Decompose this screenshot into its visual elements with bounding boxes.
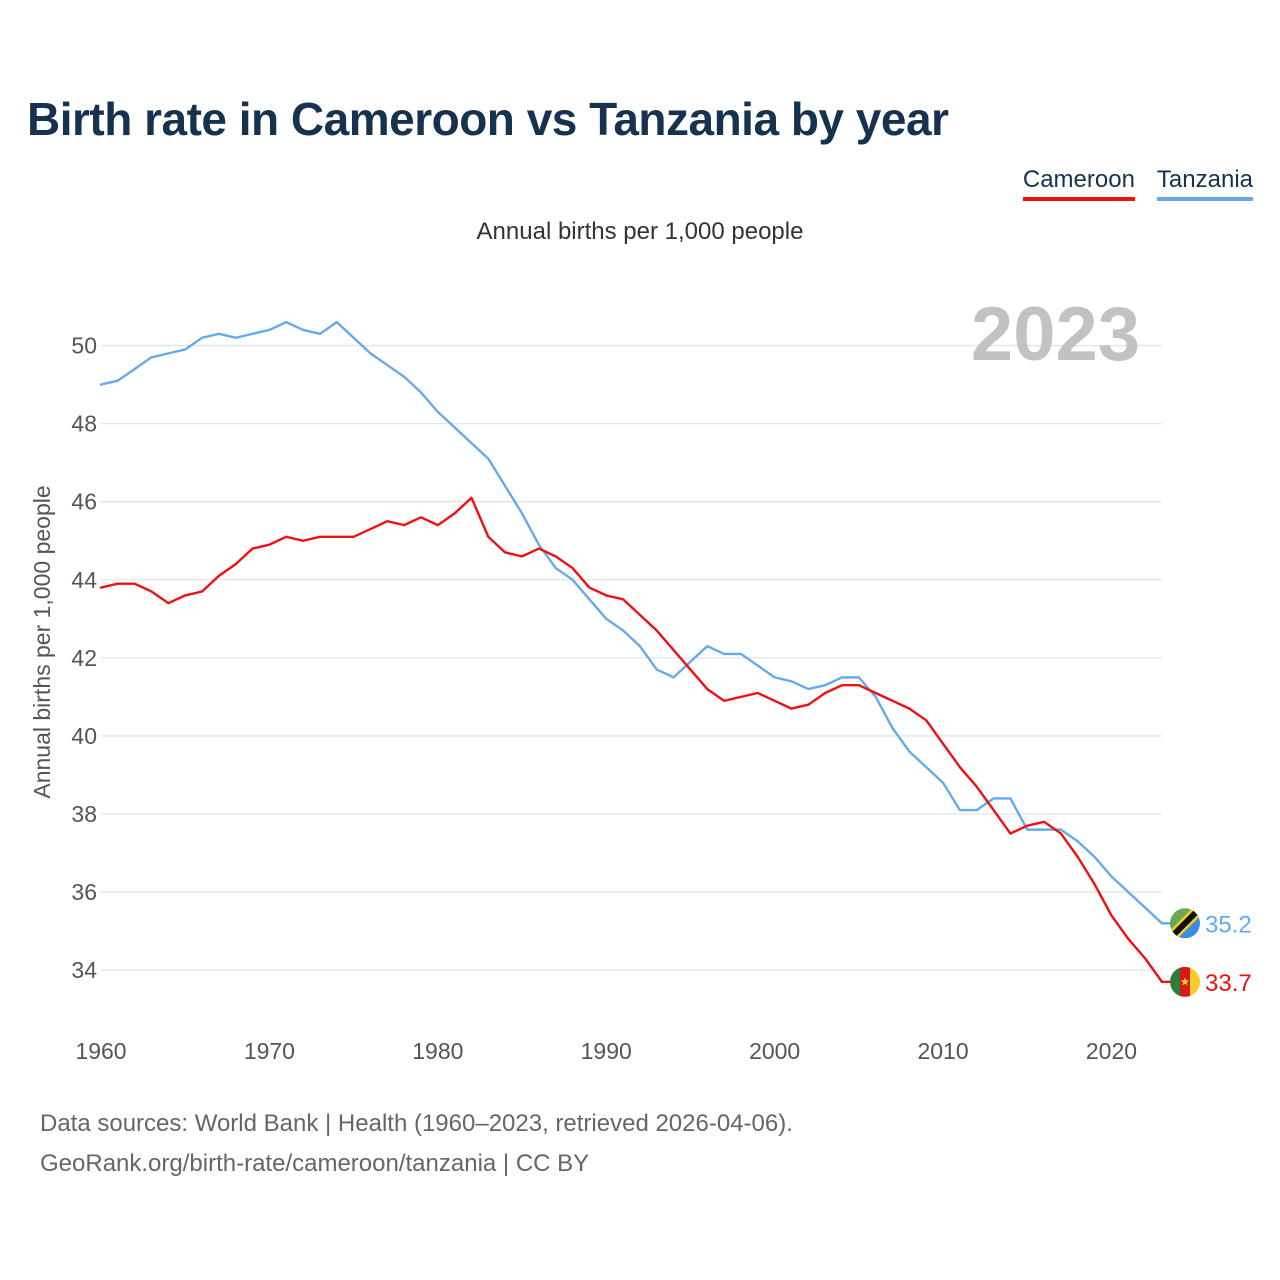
y-tick-label: 48	[71, 411, 97, 437]
y-tick-label: 40	[71, 723, 97, 749]
gridlines	[101, 344, 1162, 971]
x-tick-label: 2010	[917, 1038, 968, 1064]
series-end-markers: 33.7 35.2	[1162, 908, 1252, 997]
y-tick-label: 34	[71, 957, 97, 983]
cameroon-flag-icon	[1170, 966, 1200, 997]
y-tick-label: 46	[71, 489, 97, 515]
end-value-label-cameroon: 33.7	[1205, 970, 1252, 997]
footer-sources: Data sources: World Bank | Health (1960–…	[40, 1110, 793, 1137]
y-tick-label: 36	[71, 879, 97, 905]
x-tick-label: 1990	[581, 1038, 632, 1064]
chart-title: Birth rate in Cameroon vs Tanzania by ye…	[27, 93, 949, 145]
y-tick-label: 42	[71, 645, 97, 671]
y-axis-label: Annual births per 1,000 people	[29, 485, 55, 798]
end-value-label-tanzania: 35.2	[1205, 911, 1252, 938]
x-tick-label: 2020	[1086, 1038, 1137, 1064]
x-tick-label: 1970	[244, 1038, 295, 1064]
current-year-label: 2023	[971, 292, 1140, 377]
legend-item-tanzania[interactable]: Tanzania	[1156, 166, 1253, 201]
footer: Data sources: World Bank | Health (1960–…	[40, 1104, 793, 1184]
series-lines	[99, 320, 1164, 984]
x-tick-label: 1980	[412, 1038, 463, 1064]
y-tick-label: 50	[71, 333, 97, 359]
series-line-cameroon[interactable]	[99, 496, 1164, 984]
chart-subtitle: Annual births per 1,000 people	[476, 218, 804, 245]
y-tick-label: 44	[71, 567, 97, 593]
x-tick-label: 2000	[749, 1038, 800, 1064]
footer-link[interactable]: GeoRank.org/birth-rate/cameroon/tanzania…	[40, 1150, 590, 1177]
tanzania-flag-icon	[1170, 908, 1200, 939]
axis-ticks: 34 36 38 40 42 44 46 48 50 1960 1970 1980 1990 2000 20…	[71, 333, 1137, 1064]
x-tick-label: 1960	[75, 1038, 126, 1064]
legend-item-cameroon[interactable]: Cameroon	[1022, 166, 1135, 201]
y-tick-label: 38	[71, 801, 97, 827]
series-line-tanzania[interactable]	[99, 320, 1164, 925]
legend: Cameroon Tanzania	[1022, 166, 1253, 201]
